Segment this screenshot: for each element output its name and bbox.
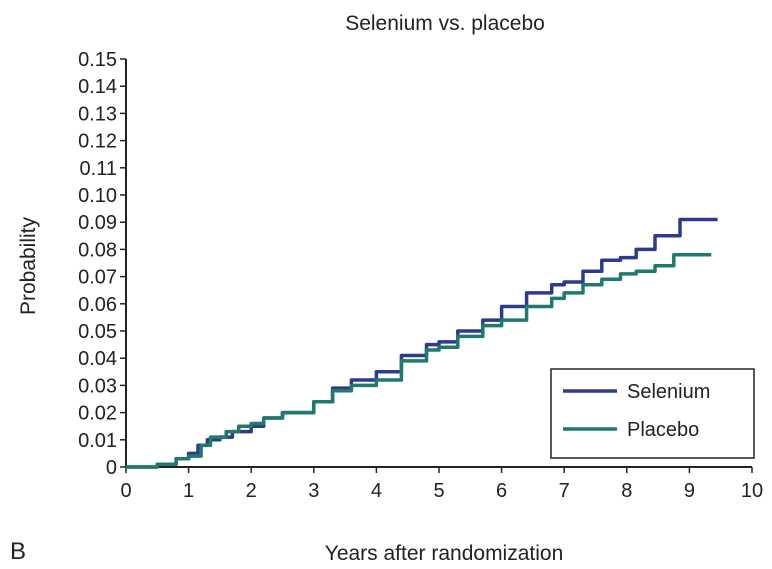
x-tick-label: 1 bbox=[183, 480, 194, 502]
x-tick-label: 6 bbox=[496, 480, 507, 502]
y-tick-label: 0.13 bbox=[78, 103, 117, 125]
y-tick-label: 0.06 bbox=[78, 294, 117, 316]
y-tick-label: 0.02 bbox=[78, 403, 117, 425]
legend-label-selenium: Selenium bbox=[627, 381, 710, 403]
x-tick-label: 4 bbox=[371, 480, 382, 502]
axes: 0 0.01 0.02 0.03 0.04 0.05 0.06 0.07 0.08 0.09 0.1… bbox=[78, 49, 763, 502]
y-axis-label: Probability bbox=[17, 216, 40, 315]
y-tick-label: 0.12 bbox=[78, 131, 117, 153]
legend-label-placebo: Placebo bbox=[627, 419, 699, 441]
y-tick-label: 0.10 bbox=[78, 185, 117, 207]
y-tick-label: 0.04 bbox=[78, 348, 117, 370]
y-tick-label: 0.07 bbox=[78, 267, 117, 289]
chart-title: Selenium vs. placebo bbox=[345, 12, 545, 35]
y-tick-label: 0.03 bbox=[78, 375, 117, 397]
legend: Selenium Placebo bbox=[550, 368, 755, 459]
x-tick-label: 7 bbox=[559, 480, 570, 502]
y-tick-label: 0.15 bbox=[78, 49, 117, 71]
y-tick-label: 0.05 bbox=[78, 321, 117, 343]
x-tick-label: 8 bbox=[621, 480, 632, 502]
x-tick-label: 0 bbox=[120, 480, 131, 502]
series-line-placebo bbox=[126, 253, 712, 469]
legend-box bbox=[550, 368, 755, 459]
series-lines bbox=[126, 217, 718, 469]
x-tick-label: 5 bbox=[433, 480, 444, 502]
y-tick-label: 0.11 bbox=[80, 158, 117, 180]
y-tick-label: 0.14 bbox=[78, 76, 117, 98]
y-tick-label: 0.01 bbox=[78, 430, 117, 452]
x-tick-label: 2 bbox=[246, 480, 257, 502]
x-tick-label: 9 bbox=[684, 480, 695, 502]
x-axis-label: Years after randomization bbox=[325, 542, 564, 565]
panel-label: B bbox=[10, 538, 26, 565]
y-tick-label: 0.08 bbox=[78, 239, 117, 261]
y-tick-label: 0.09 bbox=[78, 212, 117, 234]
y-tick-label: 0 bbox=[106, 457, 117, 479]
x-tick-label: 3 bbox=[308, 480, 319, 502]
x-tick-label: 10 bbox=[741, 480, 763, 502]
